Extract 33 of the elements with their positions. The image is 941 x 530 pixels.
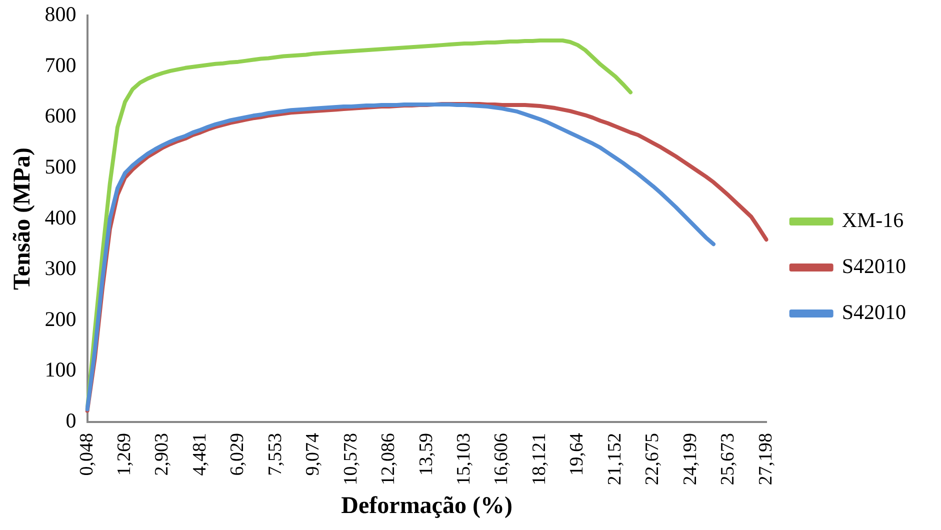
legend-label: S42010 bbox=[842, 254, 906, 278]
x-tick-label: 15,103 bbox=[454, 432, 475, 486]
x-tick-label: 0,048 bbox=[76, 432, 98, 476]
x-tick-label: 10,578 bbox=[340, 432, 362, 486]
x-tick-label: 7,553 bbox=[264, 432, 286, 476]
x-tick-label: 16,606 bbox=[491, 432, 512, 486]
y-tick-label: 200 bbox=[44, 306, 76, 331]
legend-label: XM-16 bbox=[842, 208, 904, 232]
x-tick-label: 12,086 bbox=[378, 432, 400, 486]
x-tick-label: 4,481 bbox=[189, 432, 210, 476]
x-tick-label: 27,198 bbox=[755, 432, 776, 486]
y-tick-label: 0 bbox=[66, 408, 76, 432]
y-tick-label: 600 bbox=[44, 104, 76, 128]
x-tick-label: 9,074 bbox=[302, 432, 324, 476]
x-tick-label: 2,903 bbox=[152, 432, 173, 476]
x-tick-label: 6,029 bbox=[227, 432, 248, 476]
x-tick-label: 21,152 bbox=[604, 432, 626, 486]
x-tick-label: 1,269 bbox=[114, 432, 136, 476]
y-tick-label: 100 bbox=[44, 358, 76, 382]
y-tick-label: 700 bbox=[44, 52, 76, 77]
x-tick-label: 24,199 bbox=[680, 432, 701, 486]
x-tick-label: 18,121 bbox=[528, 432, 550, 486]
y-tick-label: 500 bbox=[44, 154, 76, 178]
x-axis-title: Deformação (%) bbox=[341, 492, 512, 519]
y-axis-title: Tensão (MPa) bbox=[10, 148, 36, 290]
y-tick-label: 800 bbox=[44, 2, 76, 26]
x-tick-label: 19,64 bbox=[566, 432, 588, 476]
legend-label: S42010 bbox=[842, 300, 906, 324]
y-tick-label: 400 bbox=[44, 205, 76, 230]
x-tick-label: 25,673 bbox=[718, 432, 739, 486]
x-tick-label: 22,675 bbox=[642, 432, 664, 486]
y-tick-label: 300 bbox=[44, 256, 76, 280]
x-tick-label: 13,59 bbox=[416, 432, 437, 476]
